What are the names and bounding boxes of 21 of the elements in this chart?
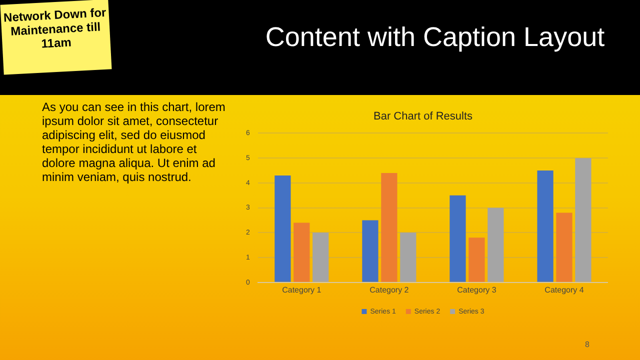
bar: [556, 212, 572, 282]
bar: [274, 175, 291, 282]
text: 8: [585, 340, 590, 349]
x-tick-label: Category 4: [544, 285, 584, 294]
bar: [450, 195, 466, 282]
bar: [575, 158, 592, 282]
x-tick-label: Category 1: [282, 285, 322, 294]
bar: [468, 238, 485, 282]
bar: [488, 208, 504, 282]
bar: [400, 232, 416, 282]
x-tick-label: Category 2: [370, 285, 410, 294]
bar: [537, 170, 554, 282]
text: Network Down for Maintenance till 11am: [0, 0, 112, 75]
x-tick-label: Category 3: [457, 285, 497, 294]
chart-title: Bar Chart of Results: [373, 110, 474, 123]
bar: [294, 222, 310, 282]
bar: [381, 172, 398, 282]
bar: [312, 232, 329, 282]
text: As you can see in this chart, lorem ipsum dolor sit amet, consectetur adipiscing elit, sed do eiusmod tempor incididunt ut labore et dolore magna aliqua. Ut enim ad minim veniam, quis nostrud.: [42, 100, 226, 184]
text: Content with Caption Layout: [264, 22, 606, 53]
bar: [362, 220, 378, 282]
